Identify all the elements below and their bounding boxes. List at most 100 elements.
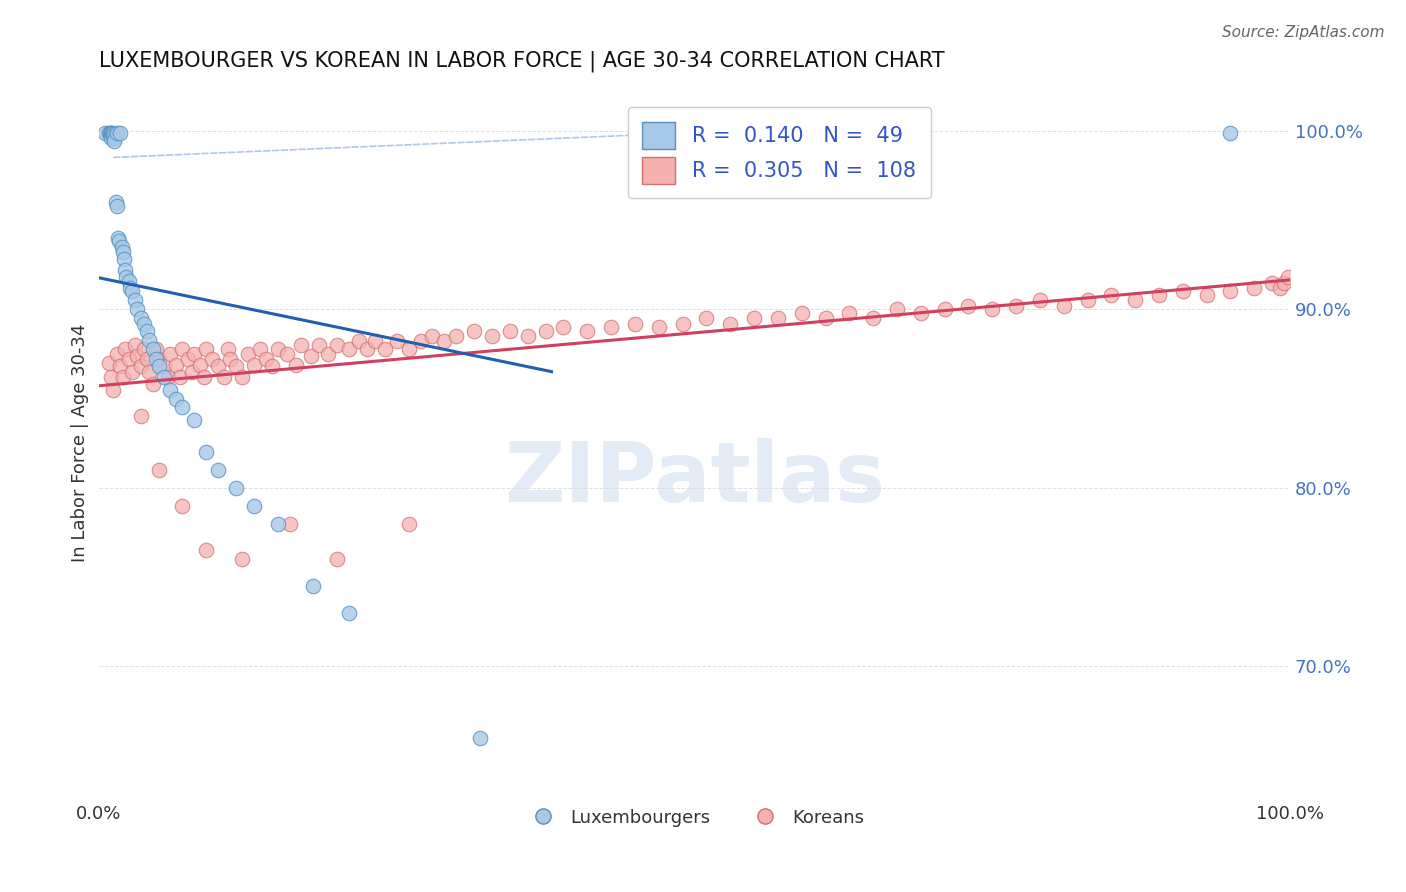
Point xyxy=(138,333,160,347)
Point xyxy=(169,370,191,384)
Point xyxy=(981,302,1004,317)
Point xyxy=(97,356,120,370)
Point xyxy=(103,128,125,142)
Point xyxy=(278,516,301,531)
Point xyxy=(276,347,298,361)
Point xyxy=(112,252,135,267)
Point xyxy=(433,334,456,349)
Point xyxy=(254,352,277,367)
Point xyxy=(1261,276,1284,290)
Point xyxy=(148,352,170,367)
Point xyxy=(266,516,288,531)
Text: LUXEMBOURGER VS KOREAN IN LABOR FORCE | AGE 30-34 CORRELATION CHART: LUXEMBOURGER VS KOREAN IN LABOR FORCE | … xyxy=(98,51,945,72)
Point xyxy=(100,129,122,144)
Point xyxy=(290,338,312,352)
Point xyxy=(142,342,165,356)
Point xyxy=(195,342,218,356)
Point xyxy=(446,329,468,343)
Point xyxy=(934,302,956,317)
Point xyxy=(337,342,360,356)
Point xyxy=(236,347,259,361)
Point xyxy=(337,606,360,620)
Point xyxy=(105,126,128,140)
Point xyxy=(1077,293,1099,308)
Point xyxy=(516,329,538,343)
Point xyxy=(284,358,307,372)
Point xyxy=(103,383,125,397)
Point xyxy=(165,392,187,406)
Point xyxy=(422,329,444,343)
Point xyxy=(129,311,152,326)
Point xyxy=(838,306,860,320)
Point xyxy=(101,126,124,140)
Point xyxy=(398,342,420,356)
Point xyxy=(219,352,242,367)
Point xyxy=(111,245,134,260)
Point xyxy=(225,481,247,495)
Point xyxy=(308,338,330,352)
Point xyxy=(118,352,141,367)
Point xyxy=(1005,299,1028,313)
Point xyxy=(1219,285,1241,299)
Point xyxy=(243,358,266,372)
Point xyxy=(183,347,205,361)
Point xyxy=(111,240,134,254)
Point xyxy=(534,324,557,338)
Point xyxy=(148,359,170,374)
Text: Source: ZipAtlas.com: Source: ZipAtlas.com xyxy=(1222,25,1385,40)
Point xyxy=(207,359,229,374)
Point xyxy=(105,347,128,361)
Point xyxy=(299,349,322,363)
Point xyxy=(127,349,149,363)
Point xyxy=(157,370,180,384)
Point xyxy=(135,352,157,367)
Point xyxy=(499,324,522,338)
Point xyxy=(103,129,125,144)
Point xyxy=(231,552,253,566)
Point xyxy=(148,463,170,477)
Point xyxy=(302,579,325,593)
Y-axis label: In Labor Force | Age 30-34: In Labor Force | Age 30-34 xyxy=(72,324,89,562)
Point xyxy=(129,359,152,374)
Point xyxy=(111,370,134,384)
Point xyxy=(243,499,266,513)
Point xyxy=(249,342,271,356)
Point xyxy=(1277,270,1299,285)
Point xyxy=(260,359,283,374)
Point xyxy=(100,370,122,384)
Point xyxy=(316,347,339,361)
Point xyxy=(118,274,141,288)
Point xyxy=(1053,299,1076,313)
Point xyxy=(103,131,125,145)
Point xyxy=(188,358,211,372)
Point xyxy=(600,320,623,334)
Point xyxy=(1147,288,1170,302)
Point xyxy=(172,499,194,513)
Point xyxy=(648,320,671,334)
Point xyxy=(718,317,741,331)
Point xyxy=(115,270,138,285)
Point xyxy=(193,370,215,384)
Point xyxy=(118,281,141,295)
Point xyxy=(142,377,165,392)
Point xyxy=(364,334,387,349)
Point xyxy=(790,306,813,320)
Point xyxy=(624,317,647,331)
Point xyxy=(107,231,129,245)
Point xyxy=(159,383,181,397)
Point xyxy=(114,263,136,277)
Point xyxy=(201,352,224,367)
Point xyxy=(105,199,128,213)
Point xyxy=(225,359,247,374)
Point xyxy=(110,126,132,140)
Point xyxy=(153,370,176,384)
Text: ZIPatlas: ZIPatlas xyxy=(503,438,884,519)
Point xyxy=(1270,281,1292,295)
Point xyxy=(385,334,408,349)
Point xyxy=(121,285,143,299)
Point xyxy=(409,334,432,349)
Point xyxy=(374,342,396,356)
Point xyxy=(862,311,884,326)
Point xyxy=(121,365,143,379)
Point xyxy=(195,445,218,459)
